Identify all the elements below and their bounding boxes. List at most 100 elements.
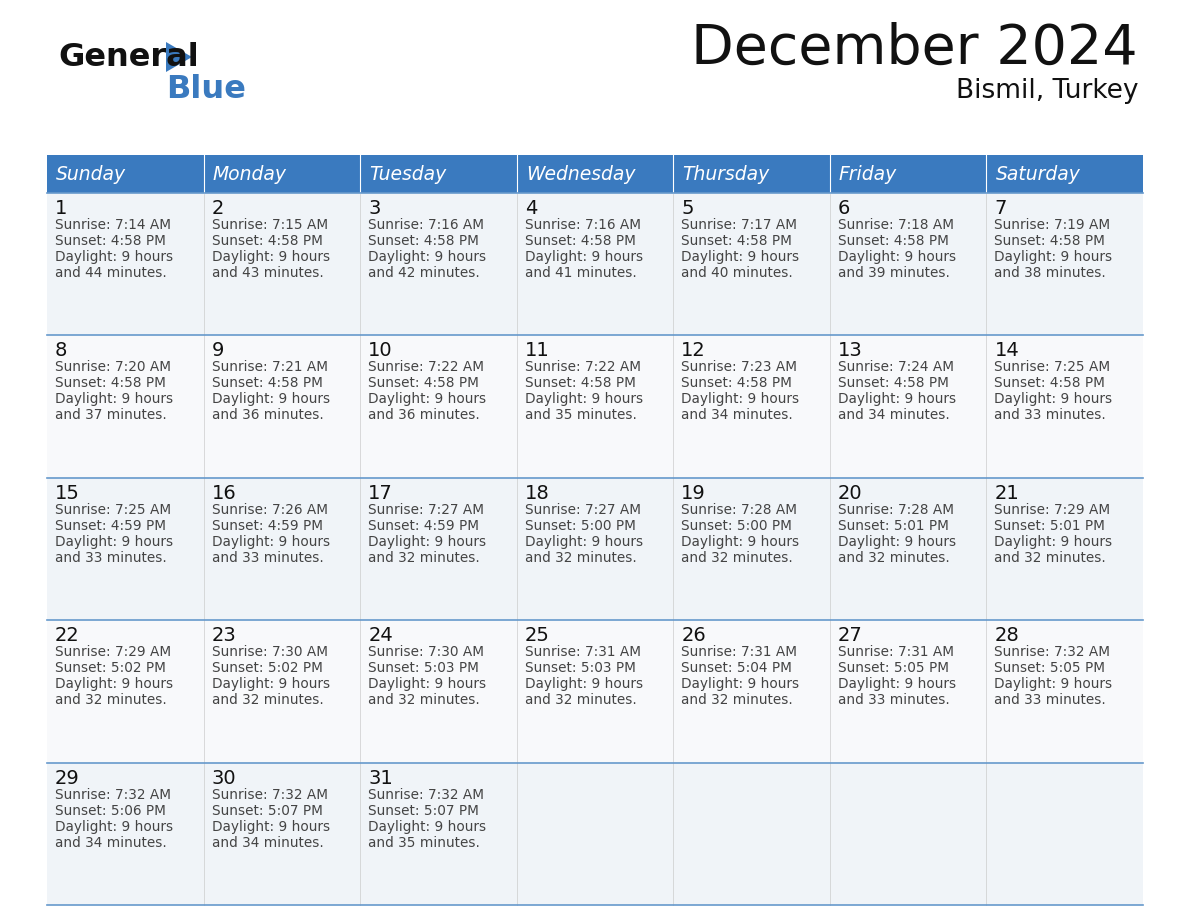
Text: Sunset: 5:01 PM: Sunset: 5:01 PM (838, 519, 949, 532)
Text: Daylight: 9 hours: Daylight: 9 hours (525, 677, 643, 691)
Text: Daylight: 9 hours: Daylight: 9 hours (211, 677, 330, 691)
Text: Sunset: 4:58 PM: Sunset: 4:58 PM (838, 376, 949, 390)
Text: Sunrise: 7:31 AM: Sunrise: 7:31 AM (681, 645, 797, 659)
Text: Sunrise: 7:27 AM: Sunrise: 7:27 AM (368, 503, 485, 517)
Text: Sunset: 4:58 PM: Sunset: 4:58 PM (994, 234, 1105, 248)
Text: Sunset: 5:01 PM: Sunset: 5:01 PM (994, 519, 1105, 532)
Text: Daylight: 9 hours: Daylight: 9 hours (211, 392, 330, 407)
Text: and 43 minutes.: and 43 minutes. (211, 266, 323, 280)
Text: 13: 13 (838, 341, 862, 361)
Text: Sunrise: 7:29 AM: Sunrise: 7:29 AM (994, 503, 1111, 517)
Text: and 32 minutes.: and 32 minutes. (525, 551, 637, 565)
Text: Sunrise: 7:26 AM: Sunrise: 7:26 AM (211, 503, 328, 517)
Text: 14: 14 (994, 341, 1019, 361)
Text: Friday: Friday (839, 164, 897, 184)
Text: Sunset: 4:58 PM: Sunset: 4:58 PM (994, 376, 1105, 390)
Text: Daylight: 9 hours: Daylight: 9 hours (368, 392, 486, 407)
Text: Tuesday: Tuesday (369, 164, 447, 184)
Text: Daylight: 9 hours: Daylight: 9 hours (211, 535, 330, 549)
Text: and 32 minutes.: and 32 minutes. (525, 693, 637, 707)
Text: 24: 24 (368, 626, 393, 645)
Bar (360, 155, 517, 193)
Text: and 33 minutes.: and 33 minutes. (994, 693, 1106, 707)
Text: and 32 minutes.: and 32 minutes. (368, 551, 480, 565)
Text: 3: 3 (368, 199, 380, 218)
Text: and 37 minutes.: and 37 minutes. (55, 409, 166, 422)
Text: Sunset: 5:04 PM: Sunset: 5:04 PM (681, 661, 792, 676)
Text: 8: 8 (55, 341, 68, 361)
Text: Sunset: 5:00 PM: Sunset: 5:00 PM (681, 519, 792, 532)
Text: Sunrise: 7:28 AM: Sunrise: 7:28 AM (838, 503, 954, 517)
Text: Sunrise: 7:14 AM: Sunrise: 7:14 AM (55, 218, 171, 232)
Text: Sunrise: 7:30 AM: Sunrise: 7:30 AM (368, 645, 485, 659)
Text: Daylight: 9 hours: Daylight: 9 hours (994, 250, 1112, 264)
Text: Sunset: 4:58 PM: Sunset: 4:58 PM (55, 234, 166, 248)
Text: Sunrise: 7:29 AM: Sunrise: 7:29 AM (55, 645, 171, 659)
Text: Sunrise: 7:28 AM: Sunrise: 7:28 AM (681, 503, 797, 517)
Text: 15: 15 (55, 484, 80, 503)
Text: Daylight: 9 hours: Daylight: 9 hours (55, 250, 173, 264)
Text: Blue: Blue (166, 74, 246, 105)
Text: Sunset: 5:07 PM: Sunset: 5:07 PM (211, 803, 322, 818)
Text: 26: 26 (681, 626, 706, 645)
Text: Daylight: 9 hours: Daylight: 9 hours (525, 392, 643, 407)
Text: Daylight: 9 hours: Daylight: 9 hours (55, 820, 173, 834)
Text: Monday: Monday (213, 164, 286, 184)
Bar (517, 155, 674, 193)
Text: Daylight: 9 hours: Daylight: 9 hours (525, 535, 643, 549)
Polygon shape (166, 42, 192, 72)
Text: Sunset: 5:06 PM: Sunset: 5:06 PM (55, 803, 166, 818)
Text: Sunrise: 7:32 AM: Sunrise: 7:32 AM (368, 788, 485, 801)
Text: 23: 23 (211, 626, 236, 645)
Bar (48, 193, 1143, 335)
Text: Sunset: 5:02 PM: Sunset: 5:02 PM (211, 661, 322, 676)
Text: Sunset: 5:07 PM: Sunset: 5:07 PM (368, 803, 479, 818)
Text: Sunrise: 7:21 AM: Sunrise: 7:21 AM (211, 361, 328, 375)
Text: Daylight: 9 hours: Daylight: 9 hours (838, 677, 956, 691)
Text: and 40 minutes.: and 40 minutes. (681, 266, 794, 280)
Text: 9: 9 (211, 341, 225, 361)
Text: and 32 minutes.: and 32 minutes. (368, 693, 480, 707)
Text: Sunset: 4:58 PM: Sunset: 4:58 PM (55, 376, 166, 390)
Text: December 2024: December 2024 (691, 22, 1138, 76)
Text: Daylight: 9 hours: Daylight: 9 hours (55, 677, 173, 691)
Text: and 34 minutes.: and 34 minutes. (681, 409, 794, 422)
Text: 17: 17 (368, 484, 393, 503)
Text: and 32 minutes.: and 32 minutes. (211, 693, 323, 707)
Text: 25: 25 (525, 626, 550, 645)
Text: 4: 4 (525, 199, 537, 218)
Text: Sunrise: 7:15 AM: Sunrise: 7:15 AM (211, 218, 328, 232)
Text: Sunrise: 7:30 AM: Sunrise: 7:30 AM (211, 645, 328, 659)
Text: str: str (58, 48, 59, 50)
Text: Sunrise: 7:27 AM: Sunrise: 7:27 AM (525, 503, 640, 517)
Text: Daylight: 9 hours: Daylight: 9 hours (994, 392, 1112, 407)
Text: Sunset: 4:58 PM: Sunset: 4:58 PM (211, 376, 322, 390)
Text: Sunset: 4:59 PM: Sunset: 4:59 PM (211, 519, 323, 532)
Text: and 34 minutes.: and 34 minutes. (211, 835, 323, 849)
Text: Sunrise: 7:22 AM: Sunrise: 7:22 AM (368, 361, 485, 375)
Text: Sunset: 5:02 PM: Sunset: 5:02 PM (55, 661, 166, 676)
Text: Sunrise: 7:17 AM: Sunrise: 7:17 AM (681, 218, 797, 232)
Text: 21: 21 (994, 484, 1019, 503)
Text: Sunset: 4:58 PM: Sunset: 4:58 PM (681, 376, 792, 390)
Text: Sunrise: 7:25 AM: Sunrise: 7:25 AM (55, 503, 171, 517)
Text: 6: 6 (838, 199, 851, 218)
Text: Daylight: 9 hours: Daylight: 9 hours (838, 392, 956, 407)
Text: Sunrise: 7:32 AM: Sunrise: 7:32 AM (55, 788, 171, 801)
Text: Sunset: 5:05 PM: Sunset: 5:05 PM (838, 661, 949, 676)
Text: Sunset: 4:58 PM: Sunset: 4:58 PM (368, 234, 479, 248)
Text: 11: 11 (525, 341, 550, 361)
Text: Daylight: 9 hours: Daylight: 9 hours (681, 392, 800, 407)
Bar (48, 477, 1143, 621)
Text: Sunrise: 7:22 AM: Sunrise: 7:22 AM (525, 361, 640, 375)
Text: and 33 minutes.: and 33 minutes. (994, 409, 1106, 422)
Text: Sunrise: 7:25 AM: Sunrise: 7:25 AM (994, 361, 1111, 375)
Text: and 38 minutes.: and 38 minutes. (994, 266, 1106, 280)
Text: and 35 minutes.: and 35 minutes. (525, 409, 637, 422)
Text: and 33 minutes.: and 33 minutes. (211, 551, 323, 565)
Text: Sunrise: 7:20 AM: Sunrise: 7:20 AM (55, 361, 171, 375)
Text: Daylight: 9 hours: Daylight: 9 hours (55, 535, 173, 549)
Text: Sunrise: 7:32 AM: Sunrise: 7:32 AM (211, 788, 328, 801)
Text: Sunrise: 7:18 AM: Sunrise: 7:18 AM (838, 218, 954, 232)
Text: Sunrise: 7:32 AM: Sunrise: 7:32 AM (994, 645, 1111, 659)
